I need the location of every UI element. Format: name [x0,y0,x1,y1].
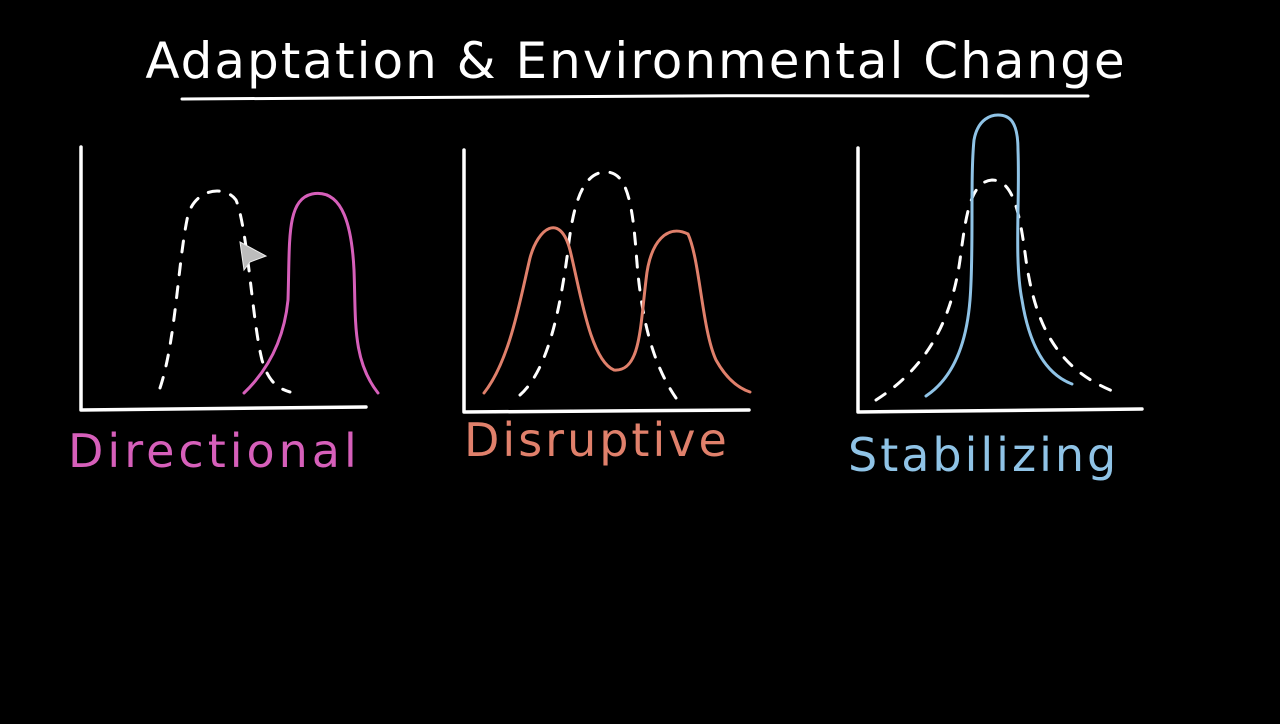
page-title: Adaptation & Environmental Change [145,32,1126,90]
stabilizing-original-curve [874,178,1122,402]
pointer-arrow-icon [239,241,268,272]
disruptive-panel: Disruptive [462,148,752,467]
disruptive-label: Disruptive [464,413,730,467]
disruptive-selected-curve [482,226,752,395]
directional-selected-curve [242,192,380,395]
stabilizing-axes [856,146,1144,414]
directional-axes [79,145,368,412]
stabilizing-label: Stabilizing [848,428,1119,482]
disruptive-axes [462,148,751,414]
directional-panel: Directional [68,145,380,478]
stabilizing-panel: Stabilizing [848,113,1144,482]
stabilizing-selected-curve [924,113,1074,398]
directional-label: Directional [68,424,361,478]
title-underline [180,94,1090,101]
disruptive-original-curve [518,170,678,400]
directional-original-curve [158,189,292,394]
